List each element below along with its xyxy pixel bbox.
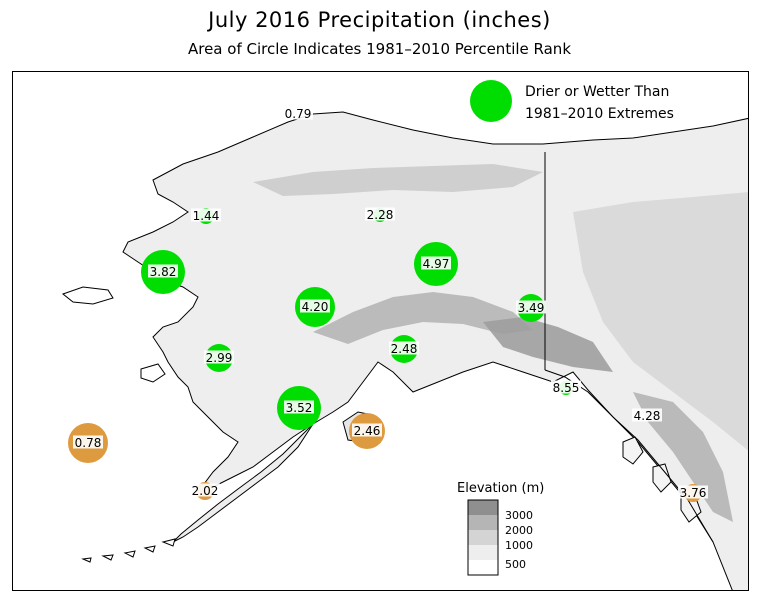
station-value-northway: 3.49 <box>518 301 545 315</box>
station-label-bg-nome <box>148 264 178 278</box>
alaska-range <box>313 292 533 344</box>
station-value-coldbay: 2.02 <box>192 484 219 498</box>
station-value-kotzebue: 1.44 <box>193 209 220 223</box>
legend-line2: 1981–2010 Extremes <box>525 106 674 122</box>
station-fairbanks: 4.97 <box>414 242 458 286</box>
station-northway: 3.49 <box>516 294 546 322</box>
station-label-bg-kingsalmon <box>284 400 314 414</box>
station-label-bg-fairbanks <box>421 256 451 270</box>
station-juneau: 4.28 <box>632 408 662 423</box>
stations-layer: 0.79 1.44 2.28 3.82 4.97 4.20 3.49 2.99 2.48 8.55… <box>68 106 708 502</box>
station-label-bg-mcgrath <box>300 299 330 313</box>
station-kotzebue: 1.44 <box>191 208 221 224</box>
elevation-label-3000: 3000 <box>505 509 533 522</box>
station-value-ketchikan: 3.76 <box>680 486 707 500</box>
station-label-bg-bethel <box>204 350 234 364</box>
station-label-bg-anchorage <box>389 341 419 355</box>
station-stpaul: 0.78 <box>68 423 108 463</box>
station-value-yakutat: 8.55 <box>553 381 580 395</box>
station-label-bg-stpaul <box>73 435 103 449</box>
map-title: July 2016 Precipitation (inches) <box>208 8 551 32</box>
station-value-kodiak: 2.46 <box>354 424 381 438</box>
st-lawrence-island <box>61 286 114 305</box>
elevation-legend: Elevation (m) 3000 2000 1000 500 <box>457 481 544 576</box>
station-value-nome: 3.82 <box>150 265 177 279</box>
elevation-swatch-1000 <box>468 530 498 545</box>
map-canvas: 0.79 1.44 2.28 3.82 4.97 4.20 3.49 2.99 2.48 8.55… <box>61 80 748 590</box>
station-label-bg-coldbay <box>190 483 220 497</box>
elevation-swatch-500 <box>468 545 498 560</box>
station-value-barrow: 0.79 <box>285 107 312 121</box>
station-value-kingsalmon: 3.52 <box>286 401 313 415</box>
station-coldbay: 2.02 <box>190 482 220 500</box>
station-yakutat: 8.55 <box>551 380 581 395</box>
station-value-bettles: 2.28 <box>367 208 394 222</box>
legend-line1: Drier or Wetter Than <box>525 84 669 100</box>
landmass <box>61 111 748 590</box>
station-value-fairbanks: 4.97 <box>423 257 450 271</box>
station-label-bg-kodiak <box>352 423 382 437</box>
circle-legend: Drier or Wetter Than 1981–2010 Extremes <box>470 80 674 122</box>
station-nome: 3.82 <box>141 250 185 294</box>
brooks-range <box>253 164 543 196</box>
elevation-label-2000: 2000 <box>505 524 533 537</box>
station-value-juneau: 4.28 <box>634 409 661 423</box>
station-mcgrath: 4.20 <box>295 287 335 327</box>
st-elias-mountains <box>483 317 613 372</box>
station-bettles: 2.28 <box>365 207 395 222</box>
elevation-swatch-3000 <box>468 500 498 515</box>
station-value-stpaul: 0.78 <box>75 436 102 450</box>
canada-interior <box>573 192 748 451</box>
elevation-swatch-2000 <box>468 515 498 530</box>
aleutian-islands <box>81 538 176 563</box>
station-value-mcgrath: 4.20 <box>302 300 329 314</box>
elevation-legend-title: Elevation (m) <box>457 481 544 496</box>
nunivak-island <box>140 363 166 383</box>
map-panel: 0.79 1.44 2.28 3.82 4.97 4.20 3.49 2.99 2.48 8.55… <box>12 71 749 591</box>
station-anchorage: 2.48 <box>389 335 419 363</box>
station-bethel: 2.99 <box>204 344 234 372</box>
legend-circle <box>470 80 512 122</box>
station-label-bg-kotzebue <box>191 208 221 222</box>
station-ketchikan: 3.76 <box>678 484 708 502</box>
station-value-anchorage: 2.48 <box>391 342 418 356</box>
station-kingsalmon: 3.52 <box>277 386 321 430</box>
elevation-label-500: 500 <box>505 558 526 571</box>
station-label-bg-northway <box>516 300 546 314</box>
station-label-bg-ketchikan <box>678 485 708 499</box>
station-label-bg-barrow <box>283 106 313 120</box>
station-barrow: 0.79 <box>283 106 313 121</box>
map-subtitle: Area of Circle Indicates 1981–2010 Perce… <box>187 40 572 58</box>
station-label-bg-juneau <box>632 408 662 422</box>
elevation-label-1000: 1000 <box>505 539 533 552</box>
station-label-bg-bettles <box>365 207 395 221</box>
station-label-bg-yakutat <box>551 380 581 394</box>
elevation-swatch-0 <box>468 560 498 575</box>
station-kodiak: 2.46 <box>349 413 385 449</box>
station-value-bethel: 2.99 <box>206 351 233 365</box>
